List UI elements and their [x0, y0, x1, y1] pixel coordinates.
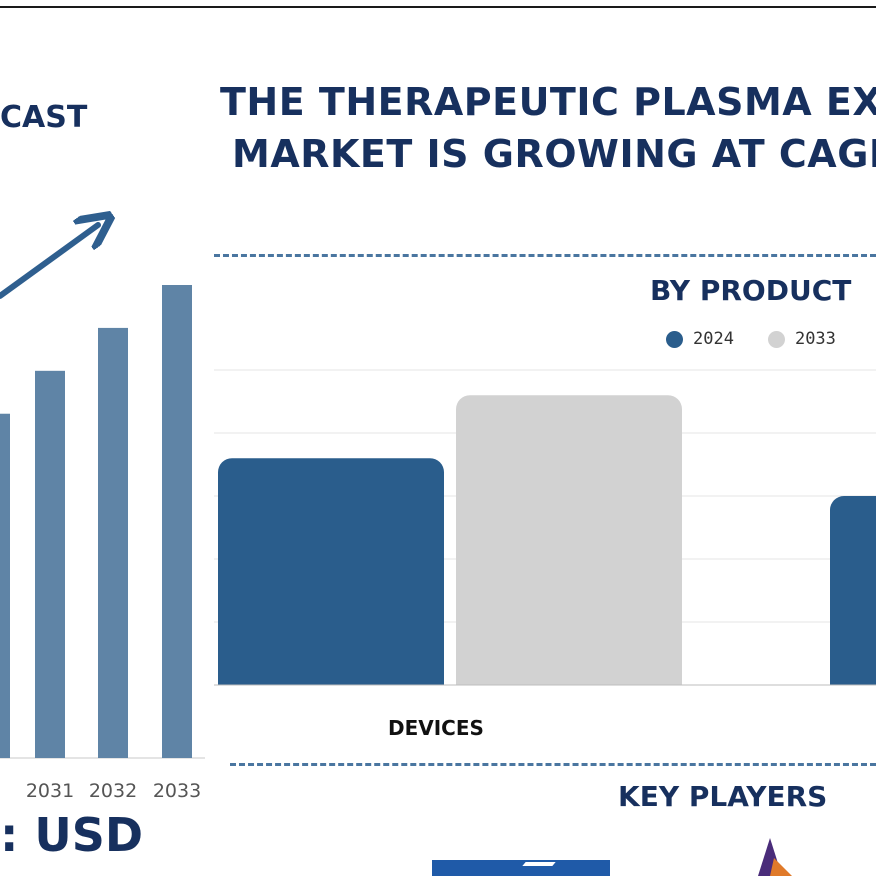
forecast-bar-2031 — [35, 370, 65, 758]
product-legend: 2024 2033 — [666, 329, 836, 349]
section-divider-top — [214, 254, 876, 257]
logo-accent-icon — [770, 858, 792, 876]
top-border — [0, 6, 876, 8]
forecast-unit-label: : USD — [0, 808, 144, 862]
product-baseline-mask — [214, 685, 876, 700]
headline-line-2: MARKET IS GROWING AT CAGI — [232, 132, 876, 176]
legend-item-2033: 2033 — [767, 329, 836, 349]
key-players-title: KEY PLAYERS — [618, 780, 828, 813]
forecast-bar-2033 — [162, 285, 192, 758]
product-bar-category-1-2024 — [830, 496, 876, 699]
section-divider-bottom — [230, 763, 876, 766]
by-product-title: BY PRODUCT — [650, 274, 852, 307]
legend-swatch-2033 — [767, 330, 785, 348]
forecast-bar-0 — [0, 413, 10, 758]
forecast-tick-0: 0 — [0, 780, 1, 802]
headline-line-1: THE THERAPEUTIC PLASMA EXC — [220, 80, 876, 124]
product-bar-devices-2024 — [218, 458, 444, 699]
legend-swatch-2024 — [666, 330, 683, 348]
key-player-logo-1 — [432, 860, 610, 876]
logo-stripe-icon — [522, 862, 556, 866]
product-bar-devices-2033 — [456, 395, 682, 699]
forecast-tick-2032: 2032 — [89, 780, 137, 802]
legend-label-2024: 2024 — [693, 329, 734, 349]
forecast-bar-chart: 0 2031 2032 2033 — [0, 200, 205, 802]
legend-label-2033: 2033 — [794, 329, 836, 349]
growth-arrow-icon — [0, 225, 98, 299]
key-player-logo-2 — [758, 838, 792, 876]
legend-item-2024: 2024 — [666, 329, 734, 349]
forecast-bar-2032 — [98, 327, 128, 758]
forecast-tick-2031: 2031 — [26, 780, 74, 802]
product-bar-chart — [214, 369, 876, 700]
forecast-tick-2033: 2033 — [153, 780, 201, 802]
forecast-title-fragment: CAST — [0, 100, 88, 135]
category-label-devices: DEVICES — [388, 716, 484, 740]
